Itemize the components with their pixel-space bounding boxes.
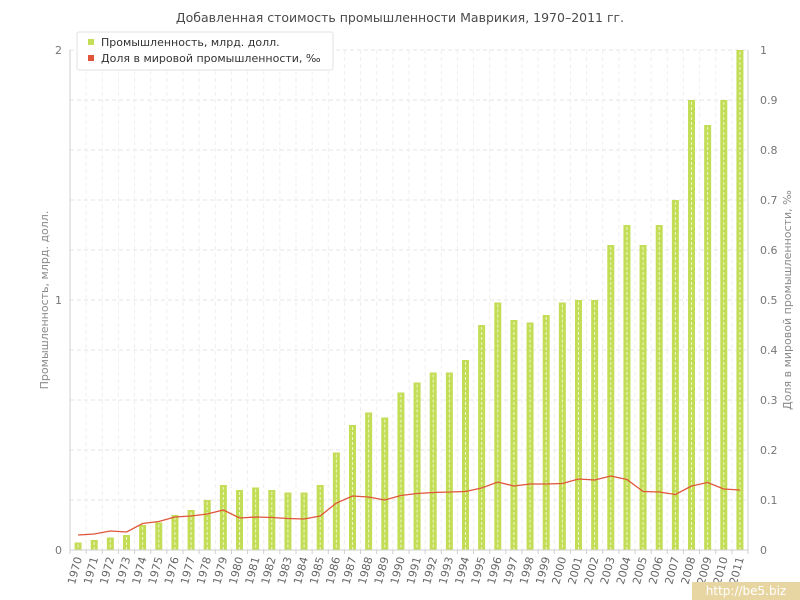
line-series <box>78 475 740 536</box>
chart-title: Добавленная стоимость промышленности Мав… <box>176 10 624 25</box>
legend-swatch <box>88 39 94 45</box>
legend-swatch <box>88 55 94 61</box>
y2-tick-label: 0 <box>760 544 767 557</box>
y2-tick-label: 0.4 <box>760 344 778 357</box>
y2-tick-label: 0.5 <box>760 294 778 307</box>
y-tick-label: 2 <box>55 44 62 57</box>
bar <box>252 487 260 550</box>
y-tick-label: 0 <box>55 544 62 557</box>
legend-label: Промышленность, млрд. долл. <box>101 36 280 49</box>
legend-label: Доля в мировой промышленности, ‰ <box>101 52 321 65</box>
y2-tick-label: 0.2 <box>760 444 778 457</box>
y2-tick-label: 0.6 <box>760 244 778 257</box>
y2-tick-label: 0.8 <box>760 144 778 157</box>
y2-tick-label: 0.7 <box>760 194 778 207</box>
y2-tick-labels: 0 0.1 0.2 0.3 0.4 0.5 0.6 0.7 0.8 0.9 1 <box>760 44 778 557</box>
y-axis-label: Промышленность, млрд. долл. <box>38 211 51 390</box>
y2-tick-label: 0.1 <box>760 494 778 507</box>
share-line <box>78 475 740 536</box>
y2-axis-label: Доля в мировой промышленности, ‰ <box>781 190 794 410</box>
y-tick-label: 1 <box>55 294 62 307</box>
watermark: http://be5.biz <box>692 582 800 600</box>
y2-tick-label: 1 <box>760 44 767 57</box>
y2-tick-label: 0.3 <box>760 394 778 407</box>
legend: Промышленность, млрд. долл. Доля в мирово… <box>76 31 334 71</box>
y-tick-labels: 0 1 2 <box>55 44 62 557</box>
x-tick-labels: 1970197119721973197419751976197719781979… <box>65 555 747 585</box>
y2-tick-label: 0.9 <box>760 94 778 107</box>
grid <box>70 49 748 550</box>
bar <box>106 537 114 550</box>
bar <box>381 417 389 550</box>
axes <box>69 50 749 554</box>
legend-box <box>76 31 334 71</box>
bar-series <box>74 50 744 550</box>
